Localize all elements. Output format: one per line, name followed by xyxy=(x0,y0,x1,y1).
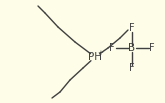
Text: +: + xyxy=(98,50,103,56)
Text: F: F xyxy=(149,43,155,53)
Text: B: B xyxy=(128,43,136,53)
Text: F: F xyxy=(129,23,135,33)
Text: F: F xyxy=(109,43,115,53)
Text: F: F xyxy=(129,63,135,73)
Text: PH: PH xyxy=(88,52,102,62)
